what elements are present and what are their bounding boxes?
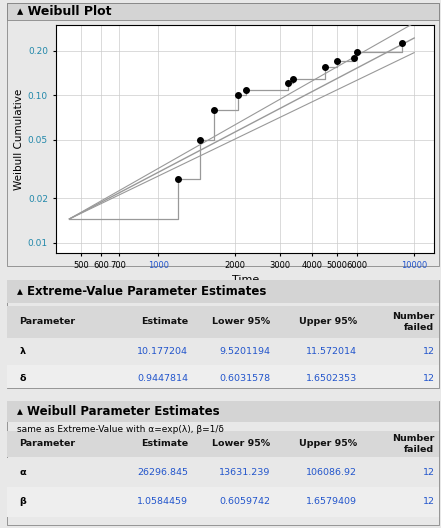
Text: δ: δ — [19, 374, 26, 383]
Text: 10.177204: 10.177204 — [137, 347, 188, 356]
Text: 12: 12 — [422, 497, 434, 506]
FancyBboxPatch shape — [7, 431, 439, 457]
Text: Lower 95%: Lower 95% — [212, 439, 270, 448]
Text: Lower 95%: Lower 95% — [212, 317, 270, 326]
Text: 0.9447814: 0.9447814 — [137, 374, 188, 383]
Text: λ: λ — [19, 347, 26, 356]
Text: 1.6579409: 1.6579409 — [306, 497, 357, 506]
Text: 106086.92: 106086.92 — [306, 467, 357, 476]
Text: 11.572014: 11.572014 — [306, 347, 357, 356]
Text: Parameter: Parameter — [19, 439, 76, 448]
Text: 12: 12 — [422, 347, 434, 356]
Text: β: β — [19, 497, 26, 506]
Text: 0.6059742: 0.6059742 — [219, 497, 270, 506]
FancyBboxPatch shape — [7, 279, 439, 304]
FancyBboxPatch shape — [7, 338, 439, 365]
Text: same as Extreme-Value with α=exp(λ), β=1/δ: same as Extreme-Value with α=exp(λ), β=1… — [18, 425, 224, 433]
FancyBboxPatch shape — [7, 365, 439, 392]
Text: Number
failed: Number failed — [392, 434, 434, 454]
Text: 9.5201194: 9.5201194 — [219, 347, 270, 356]
FancyBboxPatch shape — [7, 487, 439, 517]
FancyBboxPatch shape — [7, 458, 439, 488]
FancyBboxPatch shape — [7, 3, 439, 20]
Text: Number
failed: Number failed — [392, 312, 434, 332]
Text: 13631.239: 13631.239 — [219, 467, 270, 476]
Text: α: α — [19, 467, 26, 476]
Text: Estimate: Estimate — [141, 439, 188, 448]
Text: Parameter: Parameter — [19, 317, 76, 326]
Text: 0.6031578: 0.6031578 — [219, 374, 270, 383]
FancyBboxPatch shape — [7, 306, 439, 338]
Text: Estimate: Estimate — [141, 317, 188, 326]
Text: 12: 12 — [422, 467, 434, 476]
FancyBboxPatch shape — [7, 401, 439, 422]
Text: ▴ Weibull Plot: ▴ Weibull Plot — [18, 5, 112, 17]
Text: ▴ Weibull Parameter Estimates: ▴ Weibull Parameter Estimates — [18, 406, 220, 418]
Text: Upper 95%: Upper 95% — [299, 317, 357, 326]
Text: 12: 12 — [422, 374, 434, 383]
Text: ▴ Extreme-Value Parameter Estimates: ▴ Extreme-Value Parameter Estimates — [18, 285, 267, 298]
Text: 1.6502353: 1.6502353 — [306, 374, 357, 383]
Text: Upper 95%: Upper 95% — [299, 439, 357, 448]
Text: 26296.845: 26296.845 — [137, 467, 188, 476]
Text: 1.0584459: 1.0584459 — [137, 497, 188, 506]
